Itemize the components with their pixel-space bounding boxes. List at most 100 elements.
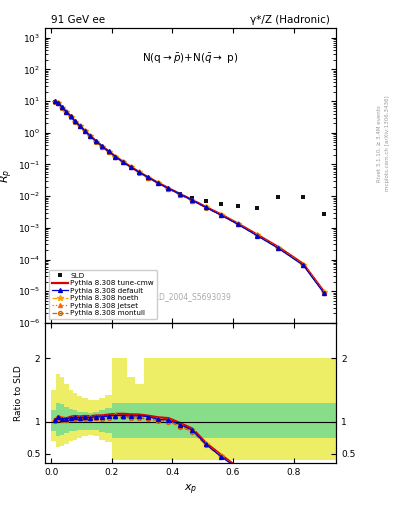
- Pythia 8.308 hoeth: [56, 100, 61, 106]
- Pythia 8.308 jetset: [156, 180, 160, 186]
- SLD: [56, 101, 61, 107]
- SLD: [166, 186, 171, 192]
- Pythia 8.308 default: [53, 98, 57, 104]
- SLD: [83, 129, 87, 135]
- Pythia 8.308 montull: [301, 262, 306, 268]
- Text: mcplots.cern.ch [arXiv:1306.3436]: mcplots.cern.ch [arXiv:1306.3436]: [385, 96, 389, 191]
- Pythia 8.308 default: [146, 175, 151, 181]
- SLD: [178, 190, 182, 197]
- Pythia 8.308 jetset: [146, 175, 151, 181]
- Pythia 8.308 montull: [255, 232, 259, 239]
- Line: Pythia 8.308 tune-cmw: Pythia 8.308 tune-cmw: [55, 101, 324, 291]
- Pythia 8.308 montull: [219, 212, 224, 218]
- Pythia 8.308 tune-cmw: [204, 204, 208, 210]
- Pythia 8.308 hoeth: [190, 198, 195, 204]
- Pythia 8.308 default: [236, 221, 241, 227]
- Pythia 8.308 default: [68, 113, 73, 119]
- Pythia 8.308 hoeth: [64, 109, 69, 115]
- Pythia 8.308 hoeth: [73, 118, 77, 124]
- Pythia 8.308 default: [178, 191, 182, 197]
- Pythia 8.308 default: [321, 290, 326, 296]
- SLD: [94, 139, 99, 145]
- Pythia 8.308 montull: [77, 123, 82, 130]
- Pythia 8.308 tune-cmw: [77, 122, 82, 129]
- Pythia 8.308 tune-cmw: [113, 153, 118, 159]
- Pythia 8.308 hoeth: [166, 185, 171, 191]
- Pythia 8.308 jetset: [100, 143, 105, 150]
- Pythia 8.308 hoeth: [137, 169, 141, 176]
- SLD: [60, 105, 64, 111]
- Pythia 8.308 hoeth: [128, 164, 133, 170]
- X-axis label: $x_p$: $x_p$: [184, 483, 197, 497]
- Pythia 8.308 default: [120, 159, 125, 165]
- Pythia 8.308 tune-cmw: [94, 138, 99, 144]
- Pythia 8.308 hoeth: [106, 148, 111, 155]
- Pythia 8.308 tune-cmw: [156, 180, 160, 186]
- Pythia 8.308 default: [100, 143, 105, 150]
- Pythia 8.308 montull: [88, 134, 93, 140]
- Pythia 8.308 tune-cmw: [56, 100, 61, 106]
- Pythia 8.308 jetset: [60, 104, 64, 111]
- Pythia 8.308 hoeth: [301, 262, 306, 268]
- Pythia 8.308 jetset: [219, 212, 224, 218]
- Text: 91 GeV ee: 91 GeV ee: [51, 15, 105, 25]
- SLD: [219, 201, 224, 207]
- Pythia 8.308 tune-cmw: [276, 244, 281, 250]
- Pythia 8.308 montull: [113, 154, 118, 160]
- Pythia 8.308 montull: [321, 289, 326, 295]
- SLD: [276, 194, 281, 200]
- Pythia 8.308 default: [56, 100, 61, 106]
- SLD: [156, 181, 160, 187]
- Pythia 8.308 default: [219, 212, 224, 218]
- Pythia 8.308 montull: [128, 164, 133, 170]
- Text: Rivet 3.1.10, ≥ 3.4M events: Rivet 3.1.10, ≥ 3.4M events: [377, 105, 382, 182]
- Pythia 8.308 hoeth: [219, 212, 224, 218]
- Pythia 8.308 montull: [106, 149, 111, 155]
- Pythia 8.308 default: [113, 154, 118, 160]
- Pythia 8.308 montull: [60, 104, 64, 111]
- SLD: [68, 114, 73, 120]
- Pythia 8.308 jetset: [128, 164, 133, 170]
- Pythia 8.308 jetset: [137, 169, 141, 176]
- Pythia 8.308 tune-cmw: [190, 197, 195, 203]
- Text: SLD_2004_S5693039: SLD_2004_S5693039: [150, 292, 231, 302]
- Pythia 8.308 default: [255, 232, 259, 239]
- Pythia 8.308 jetset: [276, 245, 281, 251]
- Pythia 8.308 jetset: [83, 128, 87, 134]
- Pythia 8.308 tune-cmw: [68, 113, 73, 119]
- Pythia 8.308 jetset: [113, 154, 118, 160]
- Line: SLD: SLD: [52, 99, 326, 216]
- Pythia 8.308 hoeth: [68, 114, 73, 120]
- Pythia 8.308 hoeth: [60, 104, 64, 111]
- Pythia 8.308 montull: [94, 139, 99, 145]
- Pythia 8.308 montull: [146, 175, 151, 181]
- Pythia 8.308 montull: [83, 128, 87, 134]
- Pythia 8.308 tune-cmw: [166, 185, 171, 191]
- Pythia 8.308 jetset: [321, 289, 326, 295]
- Pythia 8.308 jetset: [120, 159, 125, 165]
- Pythia 8.308 tune-cmw: [73, 118, 77, 124]
- Pythia 8.308 montull: [73, 119, 77, 125]
- Pythia 8.308 jetset: [301, 262, 306, 268]
- SLD: [321, 210, 326, 217]
- Pythia 8.308 hoeth: [94, 138, 99, 144]
- Legend: SLD, Pythia 8.308 tune-cmw, Pythia 8.308 default, Pythia 8.308 hoeth, Pythia 8.3: SLD, Pythia 8.308 tune-cmw, Pythia 8.308…: [49, 270, 157, 319]
- Pythia 8.308 default: [106, 148, 111, 155]
- Pythia 8.308 default: [60, 104, 64, 111]
- Pythia 8.308 montull: [120, 159, 125, 165]
- Pythia 8.308 montull: [53, 99, 57, 105]
- Pythia 8.308 default: [156, 180, 160, 186]
- Pythia 8.308 hoeth: [321, 289, 326, 295]
- Line: Pythia 8.308 hoeth: Pythia 8.308 hoeth: [52, 99, 327, 295]
- Pythia 8.308 jetset: [204, 204, 208, 210]
- Pythia 8.308 hoeth: [276, 245, 281, 251]
- SLD: [301, 194, 306, 200]
- Pythia 8.308 montull: [137, 169, 141, 176]
- Pythia 8.308 tune-cmw: [88, 133, 93, 139]
- Pythia 8.308 hoeth: [236, 221, 241, 227]
- Pythia 8.308 default: [190, 197, 195, 203]
- Pythia 8.308 montull: [64, 109, 69, 115]
- Pythia 8.308 montull: [190, 198, 195, 204]
- SLD: [88, 134, 93, 140]
- Pythia 8.308 tune-cmw: [128, 164, 133, 170]
